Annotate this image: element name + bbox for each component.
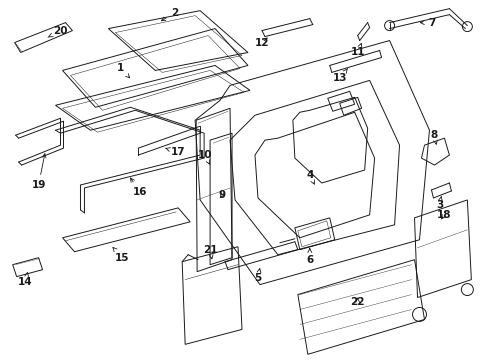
- Text: 20: 20: [48, 26, 68, 37]
- Text: 5: 5: [254, 269, 261, 283]
- Text: 22: 22: [350, 297, 364, 306]
- Text: 12: 12: [254, 37, 269, 48]
- Text: 10: 10: [198, 150, 212, 164]
- Text: 2: 2: [161, 8, 179, 21]
- Text: 13: 13: [332, 68, 347, 84]
- Text: 19: 19: [31, 154, 46, 190]
- Text: 16: 16: [130, 178, 147, 197]
- Text: 21: 21: [203, 245, 217, 259]
- Text: 7: 7: [420, 18, 434, 28]
- Text: 18: 18: [436, 210, 451, 220]
- Text: 8: 8: [430, 130, 437, 144]
- Text: 9: 9: [218, 190, 225, 200]
- Text: 15: 15: [113, 247, 129, 263]
- Text: 17: 17: [165, 147, 185, 157]
- Text: 14: 14: [18, 273, 33, 287]
- Text: 11: 11: [350, 44, 364, 58]
- Text: 6: 6: [305, 249, 313, 265]
- Text: 4: 4: [305, 170, 314, 184]
- Text: 3: 3: [435, 197, 442, 210]
- Text: 1: 1: [117, 63, 129, 78]
